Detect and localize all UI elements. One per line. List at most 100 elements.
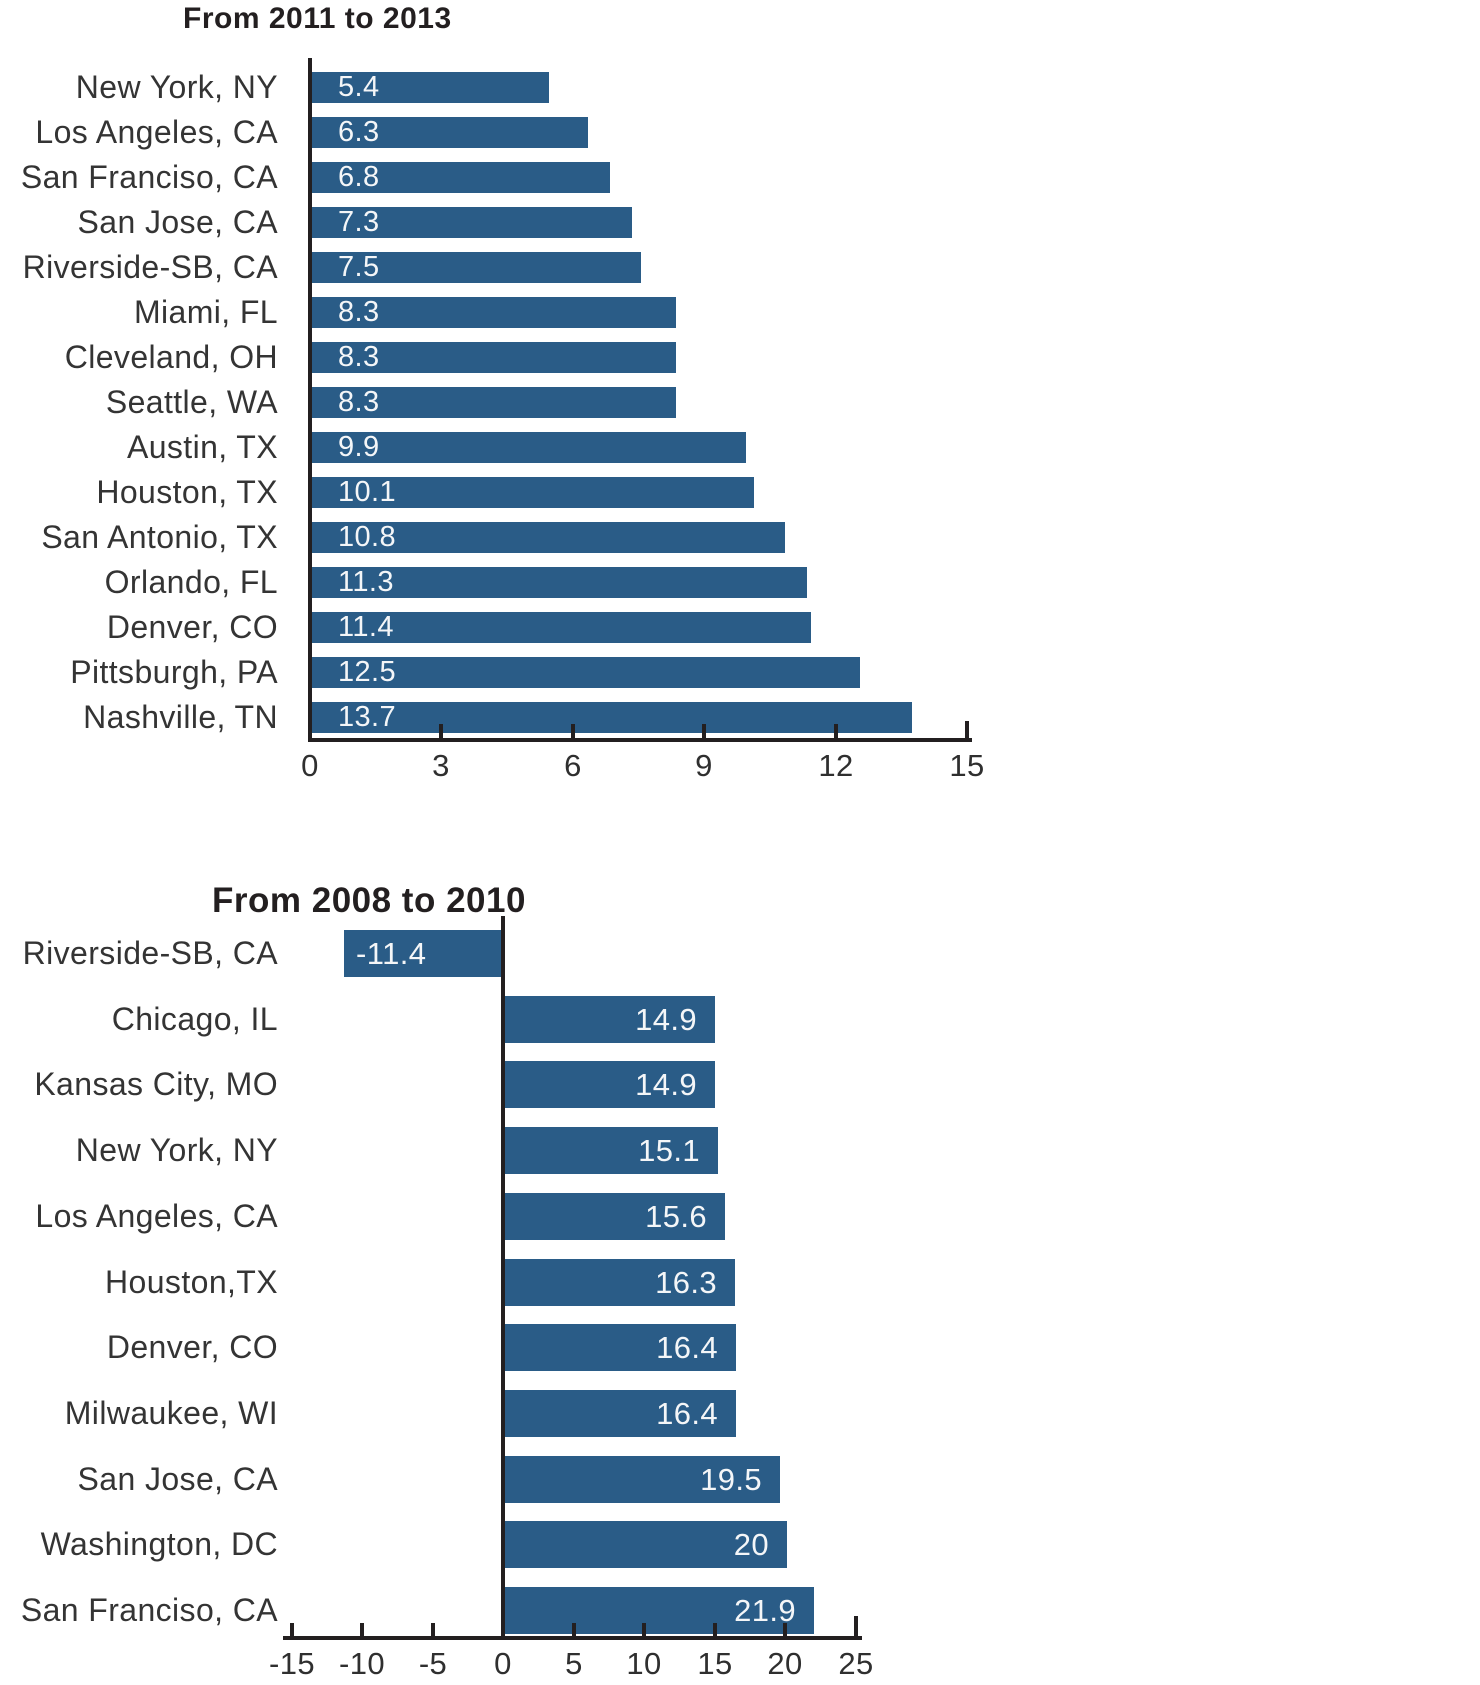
zero-baseline <box>501 916 505 1640</box>
bar: 16.3 <box>505 1259 735 1306</box>
x-axis-tick <box>642 1623 646 1636</box>
bar-value-label: 15.6 <box>645 1198 707 1234</box>
x-axis-tick <box>290 1623 294 1636</box>
category-label: Denver, CO <box>106 1329 278 1365</box>
x-axis-tick-label: 15 <box>697 1646 733 1681</box>
x-axis-tick-label: 25 <box>838 1646 874 1681</box>
bar-value-label: 12.5 <box>338 656 397 688</box>
x-axis-tick-label: 6 <box>564 748 582 783</box>
category-label: Los Angeles, CA <box>35 114 278 150</box>
x-axis-tick <box>783 1623 787 1636</box>
bar: 21.9 <box>505 1587 814 1634</box>
category-label: Riverside-SB, CA <box>22 249 278 285</box>
bar: 8.3 <box>312 386 676 418</box>
x-axis-tick <box>360 1623 364 1636</box>
bar-value-label: 5.4 <box>338 71 380 103</box>
bar-value-label: 8.3 <box>338 341 380 373</box>
category-label: Chicago, IL <box>111 1001 278 1037</box>
x-axis-tick <box>834 724 838 738</box>
bar-value-label: 15.1 <box>638 1132 700 1168</box>
bar-value-label: 14.9 <box>635 1066 697 1102</box>
bar: 15.6 <box>505 1193 725 1240</box>
x-axis-tick-label: 12 <box>818 748 854 783</box>
x-axis-tick-label: 3 <box>432 748 450 783</box>
bar: 7.3 <box>312 206 632 238</box>
category-label: Miami, FL <box>133 294 278 330</box>
chart-title: From 2011 to 2013 <box>183 2 452 35</box>
bar: 9.9 <box>312 431 746 463</box>
zero-baseline <box>308 58 312 742</box>
bar-value-label: 16.4 <box>656 1395 718 1431</box>
category-label: Austin, TX <box>126 429 278 465</box>
bar-value-label: 21.9 <box>734 1592 796 1628</box>
x-axis-tick <box>854 1616 858 1636</box>
bar: 5.4 <box>312 71 549 103</box>
x-axis-tick-label: -15 <box>268 1646 315 1681</box>
bar: 7.5 <box>312 251 641 283</box>
category-label: Orlando, FL <box>104 564 278 600</box>
category-label: San Antonio, TX <box>41 519 278 555</box>
category-label: Riverside-SB, CA <box>22 935 278 971</box>
bar-value-label: 19.5 <box>700 1461 762 1497</box>
x-axis-tick <box>965 721 969 738</box>
category-label: New York, NY <box>75 1132 278 1168</box>
bar: 20 <box>505 1521 787 1568</box>
bar-value-label: 8.3 <box>338 296 380 328</box>
x-axis-tick-label: 9 <box>695 748 713 783</box>
x-axis-tick-label: 5 <box>565 1646 583 1681</box>
bar-value-label: 11.3 <box>338 566 394 598</box>
category-label: New York, NY <box>75 69 278 105</box>
category-label: Nashville, TN <box>83 699 278 735</box>
chart-title: From 2008 to 2010 <box>212 881 526 920</box>
bar-value-label: 7.5 <box>338 251 380 283</box>
category-label: Houston, TX <box>96 474 278 510</box>
bar-value-label: -11.4 <box>356 935 427 971</box>
bar: 11.4 <box>312 611 811 643</box>
x-axis-tick-label: 10 <box>626 1646 662 1681</box>
x-axis-tick-label: -5 <box>418 1646 448 1681</box>
category-label: Los Angeles, CA <box>35 1198 278 1234</box>
x-axis-tick-label: -10 <box>338 1646 385 1681</box>
bar: 8.3 <box>312 296 676 328</box>
bar: 10.1 <box>312 476 754 508</box>
x-axis-tick <box>439 724 443 738</box>
category-label: San Jose, CA <box>77 204 278 240</box>
category-label: Houston,TX <box>105 1264 278 1300</box>
bar-value-label: 11.4 <box>338 611 394 643</box>
bar-value-label: 20 <box>733 1526 769 1562</box>
bar: 6.8 <box>312 161 610 193</box>
bar-value-label: 6.8 <box>338 161 380 193</box>
x-axis-tick <box>713 1623 717 1636</box>
bar-value-label: 9.9 <box>338 431 380 463</box>
x-axis-tick-label: 0 <box>494 1646 512 1681</box>
bar: 12.5 <box>312 656 860 688</box>
bar: 16.4 <box>505 1324 736 1371</box>
bar: 6.3 <box>312 116 588 148</box>
bar: -11.4 <box>344 930 505 977</box>
x-axis-tick <box>431 1623 435 1636</box>
category-label: Denver, CO <box>106 609 278 645</box>
bar-value-label: 16.4 <box>656 1329 718 1365</box>
bar-value-label: 8.3 <box>338 386 380 418</box>
bar: 10.8 <box>312 521 785 553</box>
category-label: Washington, DC <box>40 1526 278 1562</box>
x-axis-tick-label: 20 <box>767 1646 803 1681</box>
bar: 19.5 <box>505 1456 780 1503</box>
x-axis-tick <box>572 1623 576 1636</box>
bar: 15.1 <box>505 1127 718 1174</box>
bar-value-label: 14.9 <box>635 1001 697 1037</box>
bar: 14.9 <box>505 1061 715 1108</box>
category-label: Milwaukee, WI <box>64 1395 278 1431</box>
category-label: Seattle, WA <box>105 384 278 420</box>
category-label: Cleveland, OH <box>64 339 278 375</box>
bar: 13.7 <box>312 701 912 733</box>
x-axis-line <box>283 1636 862 1640</box>
category-label: Kansas City, MO <box>34 1066 278 1102</box>
bar-value-label: 10.1 <box>338 476 397 508</box>
category-label: San Franciso, CA <box>20 159 278 195</box>
x-axis-tick-label: 0 <box>301 748 319 783</box>
bar: 16.4 <box>505 1390 736 1437</box>
